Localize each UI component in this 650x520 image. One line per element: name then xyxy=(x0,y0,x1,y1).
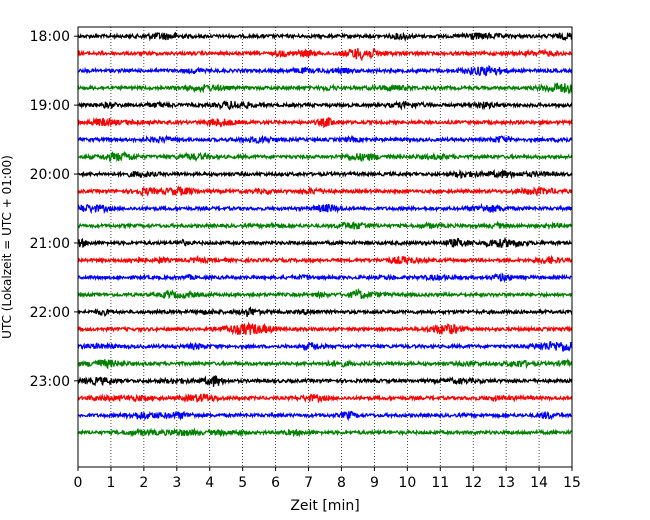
x-tick-label: 4 xyxy=(205,475,214,491)
trace-line xyxy=(77,272,573,283)
trace-line xyxy=(77,185,573,198)
x-tick-label: 14 xyxy=(530,475,548,491)
y-axis-ticks: 18:00 19:00 20:00 21:00 22:00 23:00 xyxy=(30,29,78,390)
trace-line xyxy=(77,375,573,387)
y-tick-label: 18:00 xyxy=(30,29,70,45)
trace-line xyxy=(77,202,573,215)
x-tick-label: 11 xyxy=(431,475,449,491)
x-tick-label: 8 xyxy=(337,475,346,491)
trace-line xyxy=(77,64,573,77)
trace-line xyxy=(77,393,573,404)
x-tick-label: 7 xyxy=(304,475,313,491)
y-tick-label: 20:00 xyxy=(30,167,70,183)
trace-line xyxy=(77,237,573,249)
trace-line xyxy=(77,427,573,438)
trace-line xyxy=(77,410,573,422)
x-tick-label: 3 xyxy=(172,475,181,491)
trace-line xyxy=(77,82,573,95)
x-tick-label: 1 xyxy=(106,475,115,491)
trace-line xyxy=(77,306,573,318)
plot-frame xyxy=(77,26,573,468)
trace-line xyxy=(77,134,573,145)
trace-line xyxy=(77,220,573,231)
x-gridlines xyxy=(110,27,540,467)
trace-lines xyxy=(77,31,573,438)
trace-line xyxy=(77,31,573,42)
y-tick-label: 23:00 xyxy=(30,374,70,390)
trace-line xyxy=(77,321,573,336)
x-tick-label: 12 xyxy=(464,475,482,491)
y-tick-label: 21:00 xyxy=(30,236,70,252)
trace-line xyxy=(77,150,573,163)
x-axis-label: Zeit [min] xyxy=(290,498,359,514)
x-tick-label: 5 xyxy=(238,475,247,491)
trace-line xyxy=(77,254,573,265)
y-tick-label: 19:00 xyxy=(30,98,70,114)
x-tick-label: 6 xyxy=(271,475,280,491)
trace-line xyxy=(77,47,573,62)
x-tick-label: 10 xyxy=(398,475,416,491)
trace-line xyxy=(77,341,573,352)
x-tick-label: 13 xyxy=(497,475,515,491)
x-tick-label: 9 xyxy=(370,475,379,491)
trace-line xyxy=(77,168,573,180)
trace-line xyxy=(77,99,573,111)
y-tick-label: 22:00 xyxy=(30,305,70,321)
trace-line xyxy=(77,287,573,300)
x-tick-label: 15 xyxy=(563,475,581,491)
y-axis-label: UTC (Lokalzeit = UTC + 01:00) xyxy=(0,155,14,339)
x-tick-label: 2 xyxy=(139,475,148,491)
x-tick-label: 0 xyxy=(74,475,83,491)
x-axis-ticks: 0 1 2 3 4 5 6 7 8 9 10 11 12 13 14 15 xyxy=(74,467,581,491)
trace-line xyxy=(77,358,573,370)
trace-line xyxy=(77,116,573,129)
